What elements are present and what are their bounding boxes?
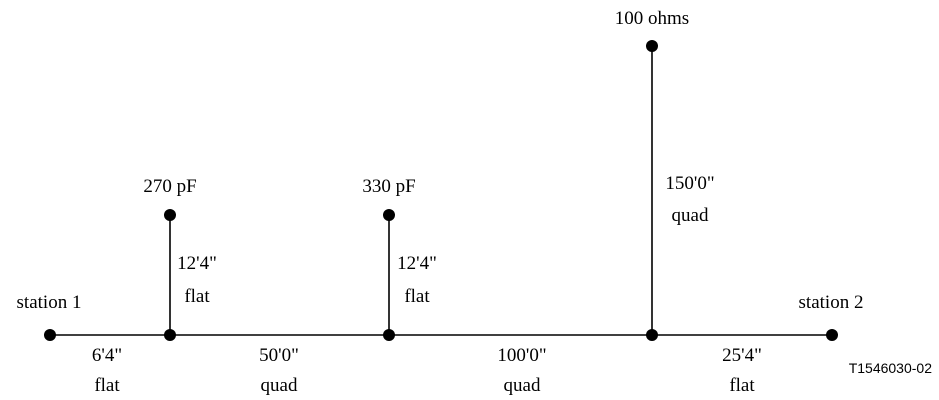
- bus-junction-2: [383, 329, 395, 341]
- figure-reference: T1546030-02: [849, 360, 933, 376]
- station-1-label: station 1: [17, 292, 82, 313]
- stub-end-node-2: [383, 209, 395, 221]
- stub-end-node-3: [646, 40, 658, 52]
- bus-segment-length-3: 100'0": [497, 345, 546, 366]
- stub-length-label-1: 12'4": [177, 253, 217, 274]
- station-2-label: station 2: [799, 292, 864, 313]
- stub-type-label-2: flat: [404, 286, 430, 307]
- bus-segment-length-1: 6'4": [92, 345, 122, 366]
- bus-segment-type-1: flat: [94, 375, 120, 396]
- station-2-node: [826, 329, 838, 341]
- termination-label-3: 100 ohms: [615, 8, 689, 29]
- bus-segment-type-4: flat: [729, 375, 755, 396]
- stub-length-label-3: 150'0": [665, 173, 714, 194]
- bus-junction-1: [164, 329, 176, 341]
- bus-segment-type-3: quad: [504, 375, 541, 396]
- bus-junction-3: [646, 329, 658, 341]
- stub-end-node-1: [164, 209, 176, 221]
- stub-type-label-1: flat: [184, 286, 210, 307]
- termination-label-2: 330 pF: [362, 176, 415, 197]
- station-1-node: [44, 329, 56, 341]
- bus-segment-type-2: quad: [261, 375, 298, 396]
- stub-type-label-3: quad: [672, 205, 709, 226]
- stub-length-label-2: 12'4": [397, 253, 437, 274]
- bus-segment-length-2: 50'0": [259, 345, 299, 366]
- bus-segment-length-4: 25'4": [722, 345, 762, 366]
- termination-label-1: 270 pF: [143, 176, 196, 197]
